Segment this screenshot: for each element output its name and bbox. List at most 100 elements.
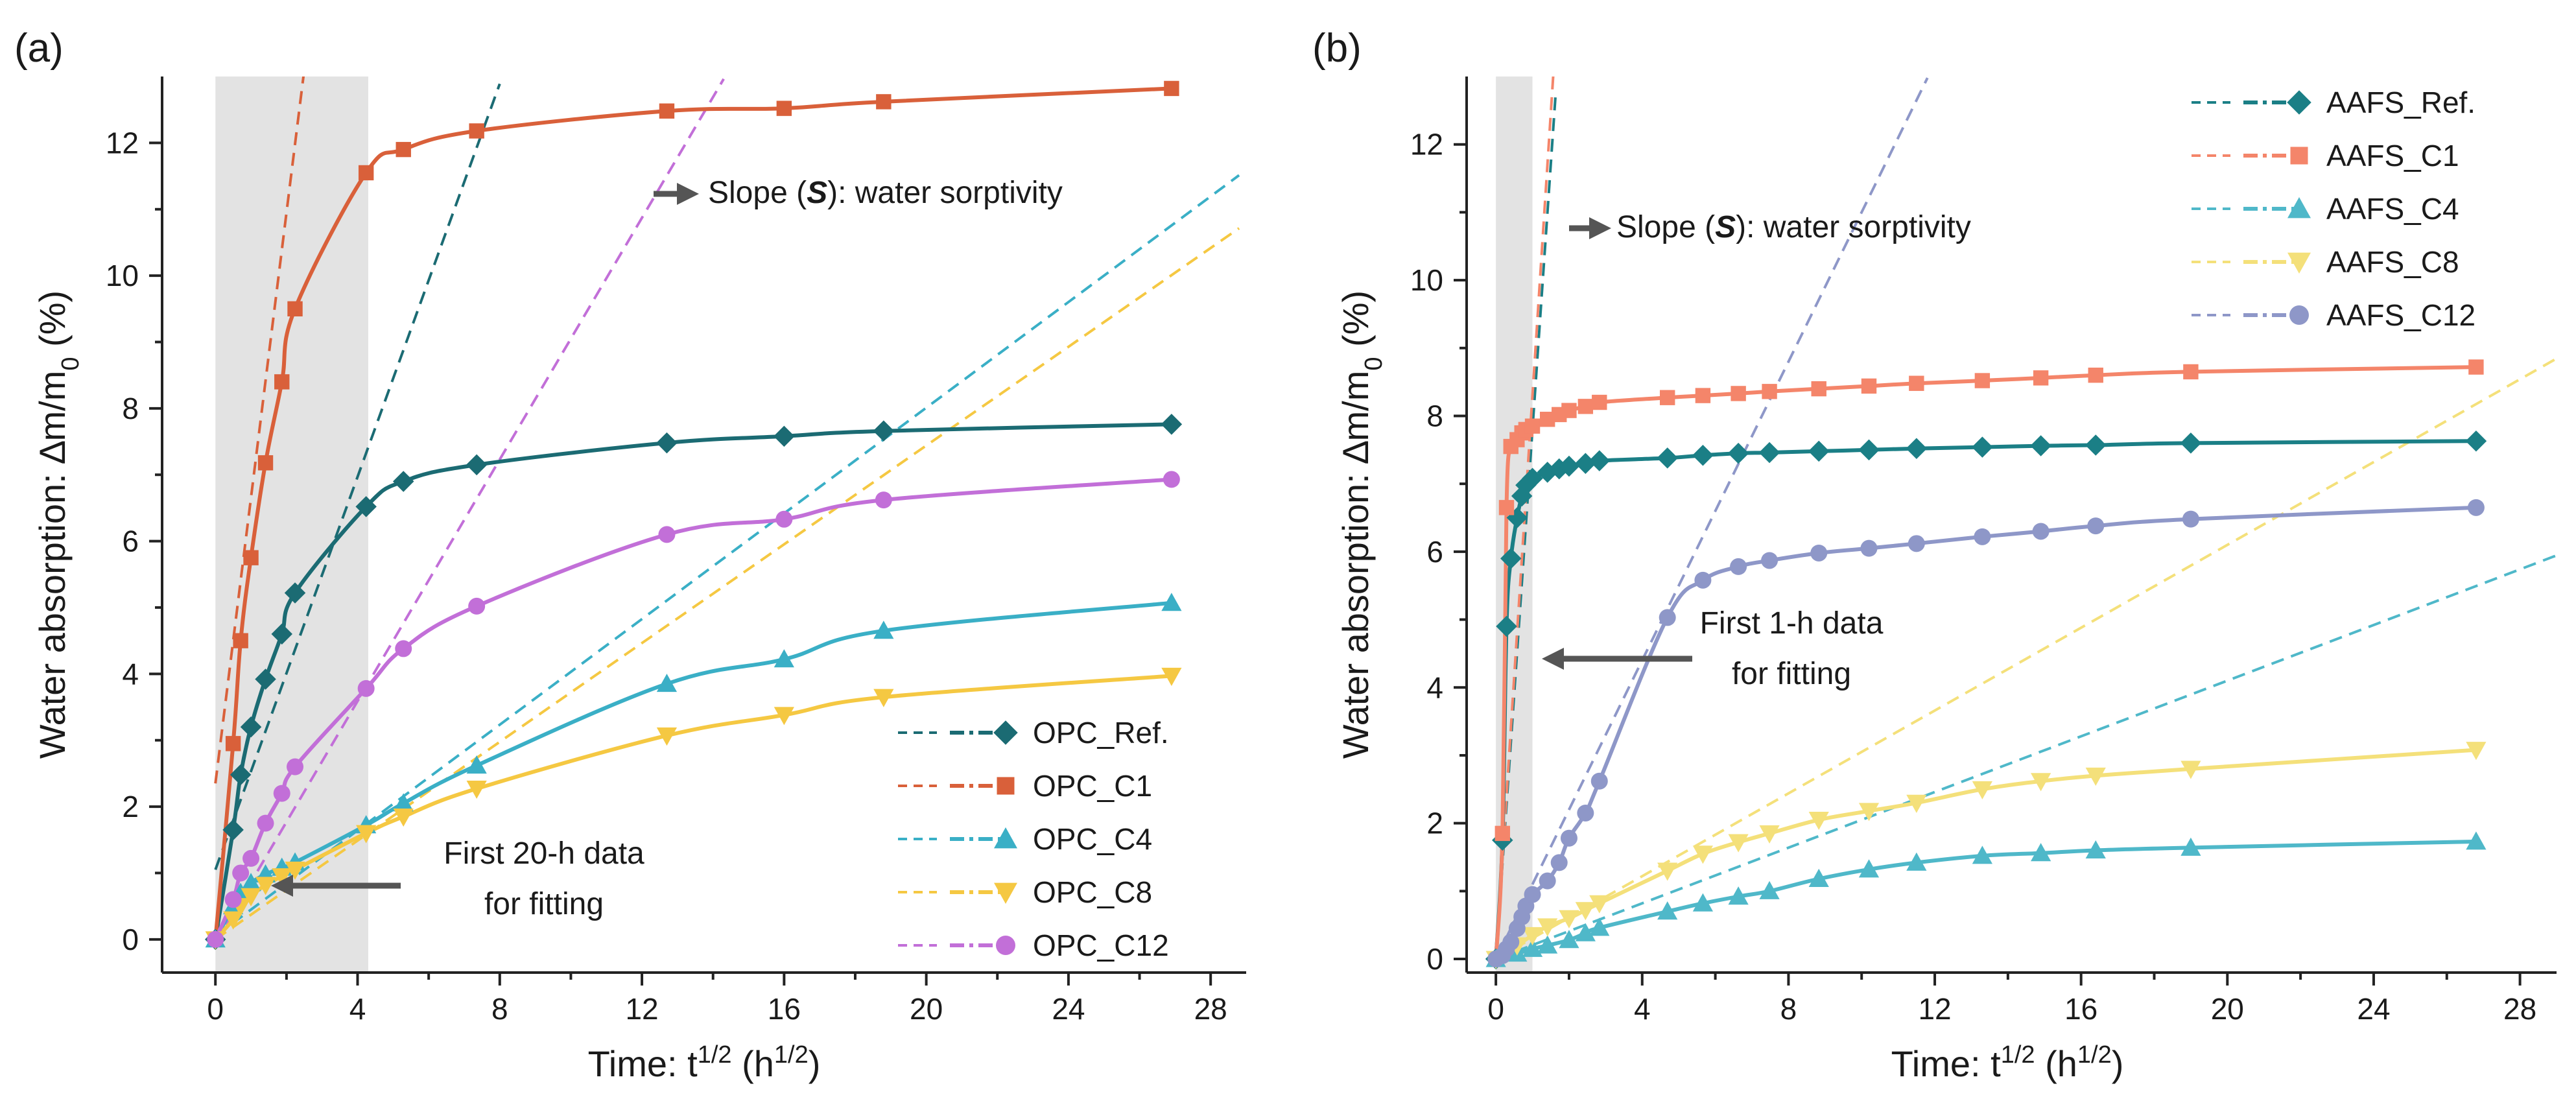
panel-a-x-tick-label: 24 — [1052, 992, 1085, 1026]
legend-label-aafs-c8: AAFS_C8 — [2326, 245, 2459, 279]
point-opc-ref — [873, 420, 895, 442]
point-aafs-c12 — [1577, 804, 1594, 821]
panel-a-slope-arrow-head — [677, 183, 699, 205]
point-aafs-c8 — [1657, 862, 1678, 881]
point-opc-c1 — [396, 141, 411, 158]
point-aafs-ref — [1522, 467, 1543, 490]
point-aafs-c1 — [1659, 390, 1675, 405]
point-aafs-c8 — [2085, 767, 2106, 786]
point-aafs-c4 — [1537, 935, 1558, 954]
panel-b-y-tick-label: 4 — [1426, 670, 1443, 704]
point-aafs-c4 — [2085, 840, 2106, 859]
point-aafs-c8 — [2180, 761, 2201, 779]
point-opc-c8 — [241, 888, 261, 906]
legend-label-aafs-c12: AAFS_C12 — [2326, 298, 2476, 332]
panel-a-x-tick-label: 16 — [768, 992, 801, 1026]
point-aafs-c12 — [1730, 558, 1747, 575]
legend-marker — [994, 882, 1017, 904]
legend-label-opc-c8: OPC_C8 — [1033, 875, 1152, 909]
point-aafs-c4 — [1692, 893, 1714, 912]
point-aafs-c1 — [1539, 412, 1555, 427]
point-opc-ref — [1161, 414, 1183, 435]
point-aafs-c8 — [1589, 895, 1610, 914]
panel-b-x-axis-title: Time: t1/2 (h1/2) — [1891, 1041, 2124, 1084]
point-aafs-c12 — [2182, 510, 2199, 528]
legend-label-opc-c1: OPC_C1 — [1033, 769, 1152, 803]
panel-b-label: (b) — [1312, 26, 1362, 71]
point-aafs-c1 — [1974, 373, 1991, 388]
panel-b-x-tick-label: 28 — [2503, 992, 2536, 1026]
point-opc-c8 — [272, 868, 292, 887]
point-aafs-c8 — [2466, 742, 2487, 761]
point-opc-c12 — [232, 864, 250, 882]
point-aafs-c1 — [2183, 364, 2199, 380]
panel-b-fitting-arrow-head — [1542, 648, 1564, 670]
point-aafs-c12 — [1539, 872, 1556, 890]
point-aafs-ref — [1758, 442, 1780, 464]
point-aafs-c12 — [1502, 933, 1520, 951]
panel-a-y-tick-label: 6 — [122, 525, 139, 558]
point-opc-c8 — [356, 825, 377, 844]
point-aafs-c8 — [1522, 927, 1543, 946]
point-aafs-c12 — [1590, 772, 1608, 790]
point-opc-c12 — [468, 597, 486, 615]
point-aafs-c1 — [1695, 388, 1711, 403]
panel-a-x-tick-label: 0 — [207, 992, 224, 1026]
point-aafs-c4 — [1728, 886, 1749, 905]
point-aafs-c1 — [1524, 418, 1541, 434]
point-aafs-c1 — [2468, 359, 2484, 375]
point-aafs-ref — [1657, 447, 1678, 469]
point-aafs-c1 — [1731, 386, 1746, 401]
point-aafs-c1 — [1561, 403, 1577, 418]
point-opc-c12 — [775, 510, 793, 528]
panel-a-y-axis-title: Water absorption: ∆m/m0 (%) — [32, 290, 84, 759]
point-aafs-ref — [2465, 430, 2487, 452]
point-opc-c8 — [466, 780, 487, 799]
point-aafs-c12 — [1974, 528, 1991, 545]
point-opc-c12 — [257, 814, 274, 832]
point-aafs-c4 — [2031, 843, 2051, 862]
point-opc-ref — [222, 819, 244, 841]
point-aafs-ref — [1496, 615, 1517, 637]
point-aafs-c12 — [2467, 499, 2485, 516]
point-opc-c4 — [1161, 593, 1182, 611]
panel-a-fitting-annotation-line1: First 20-h data — [443, 836, 644, 871]
point-opc-c4 — [393, 793, 414, 812]
point-aafs-c12 — [1560, 829, 1578, 847]
panel-a-legend: OPC_Ref. OPC_C1 OPC_C4 OPC_C8 OPC_C12 — [898, 716, 1169, 962]
point-opc-ref — [774, 425, 795, 447]
point-aafs-c12 — [1524, 886, 1541, 903]
legend-label-opc-c12: OPC_C12 — [1033, 928, 1169, 962]
panel-b-y-tick-label: 8 — [1426, 399, 1443, 432]
legend-label-aafs-c4: AAFS_C4 — [2326, 192, 2459, 226]
point-aafs-ref — [1727, 442, 1749, 464]
point-aafs-c12 — [1550, 854, 1568, 871]
point-opc-ref — [240, 716, 262, 738]
panel-b-legend: AAFS_Ref. AAFS_C1 AAFS_C4 AAFS_C8 AAFS_C12 — [2192, 86, 2476, 332]
point-aafs-c12 — [1908, 535, 1925, 552]
point-opc-c1 — [876, 94, 892, 110]
point-aafs-ref — [1575, 453, 1596, 475]
curve-aafs-c4 — [1495, 839, 2476, 962]
panel-b-y-tick-label: 10 — [1410, 263, 1443, 297]
point-aafs-c8 — [1972, 781, 1992, 799]
point-aafs-c4 — [1575, 923, 1596, 941]
point-aafs-c8 — [1559, 910, 1579, 928]
legend-marker — [2287, 90, 2311, 115]
panel-a-fitting-annotation-line2: for fitting — [484, 887, 604, 921]
point-aafs-c8 — [1759, 825, 1780, 844]
point-aafs-ref — [2085, 434, 2107, 456]
point-aafs-c8 — [2031, 773, 2051, 792]
panel-b-y-tick-label: 6 — [1426, 535, 1443, 569]
point-aafs-c8 — [1858, 803, 1880, 821]
point-opc-c12 — [875, 491, 892, 509]
panel-a-x-tick-label: 12 — [625, 992, 658, 1026]
panel-a-fitting-arrow-head — [271, 875, 293, 897]
point-aafs-c1 — [1578, 399, 1594, 414]
panel-a-y-tick-label: 2 — [122, 790, 139, 823]
point-aafs-c1 — [1811, 381, 1826, 397]
panel-b-y-tick-label: 12 — [1410, 128, 1443, 161]
legend-label-opc-ref: OPC_Ref. — [1033, 716, 1169, 750]
point-aafs-c1 — [1762, 384, 1777, 399]
